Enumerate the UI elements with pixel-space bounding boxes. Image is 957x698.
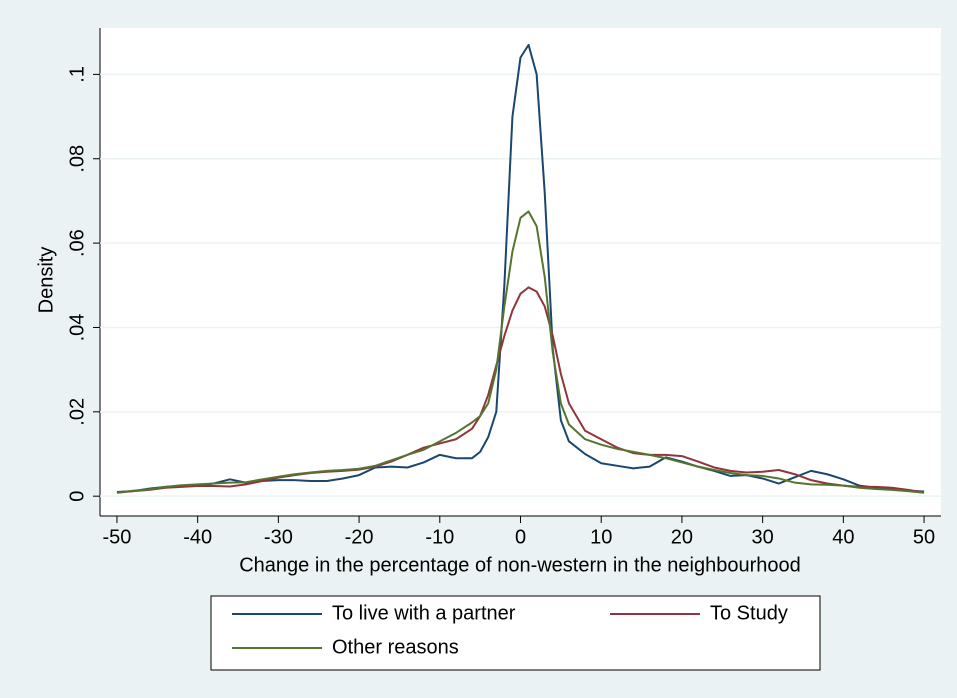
x-tick-label: 30 xyxy=(752,526,774,548)
x-tick-label: -10 xyxy=(425,526,454,548)
y-tick-label: .1 xyxy=(66,66,88,83)
y-tick-label: .08 xyxy=(66,145,88,173)
x-tick-label: 50 xyxy=(913,526,935,548)
x-axis-title: Change in the percentage of non-western … xyxy=(239,554,801,576)
legend xyxy=(210,595,821,671)
legend-label: Other reasons xyxy=(332,636,459,658)
x-tick-label: -30 xyxy=(264,526,293,548)
x-tick-label: -20 xyxy=(345,526,374,548)
x-tick-label: 20 xyxy=(671,526,693,548)
series-line xyxy=(116,210,925,494)
y-tick-label: .06 xyxy=(66,229,88,257)
legend-label: To Study xyxy=(710,602,788,624)
series-line xyxy=(116,286,925,494)
plot-area xyxy=(100,28,941,516)
y-tick-label: .02 xyxy=(66,398,88,426)
legend-label: To live with a partner xyxy=(332,602,516,624)
y-tick-label: 0 xyxy=(66,491,88,502)
y-tick-label: .04 xyxy=(66,314,88,342)
y-axis-title: Density xyxy=(35,247,57,314)
x-tick-label: 10 xyxy=(590,526,612,548)
x-tick-label: -50 xyxy=(102,526,131,548)
x-tick-label: -40 xyxy=(183,526,212,548)
x-tick-label: 0 xyxy=(515,526,526,548)
x-tick-label: 40 xyxy=(832,526,854,548)
